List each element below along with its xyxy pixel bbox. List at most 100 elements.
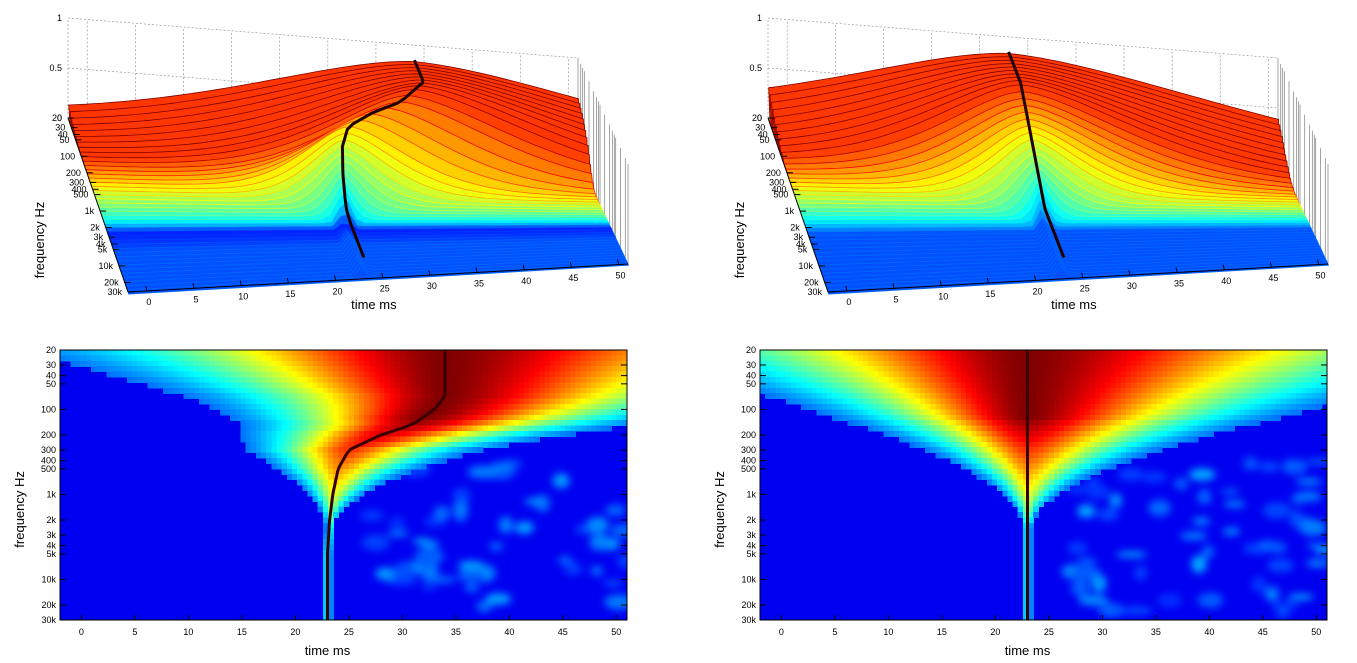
y-tick-label: 200 bbox=[41, 430, 56, 440]
heatmap-cell bbox=[997, 393, 1003, 400]
heatmap-cell bbox=[570, 398, 577, 405]
heatmap-cell bbox=[991, 377, 998, 383]
heatmap-cell bbox=[467, 355, 473, 362]
heatmap-cell bbox=[348, 350, 355, 356]
heatmap-cell bbox=[1125, 425, 1132, 432]
heatmap-cell bbox=[1136, 398, 1143, 405]
heatmap-cell bbox=[518, 398, 525, 405]
heatmap-cell bbox=[601, 382, 607, 389]
heatmap-cell bbox=[420, 431, 427, 437]
heatmap-cell bbox=[482, 387, 489, 394]
heatmap-cell bbox=[616, 360, 623, 367]
heatmap-cell bbox=[790, 393, 797, 400]
heatmap-cell bbox=[364, 479, 370, 486]
heatmap-cell bbox=[152, 366, 159, 373]
heatmap-cell bbox=[240, 371, 247, 378]
heatmap-cell bbox=[302, 441, 309, 448]
heatmap-cell bbox=[1110, 371, 1117, 378]
heatmap-cell bbox=[601, 355, 607, 362]
heatmap-cell bbox=[1265, 371, 1271, 378]
heatmap-cells bbox=[60, 350, 627, 620]
heatmap-cell bbox=[245, 420, 252, 427]
heatmap-cell bbox=[1105, 360, 1112, 367]
heatmap-cell bbox=[1064, 485, 1070, 491]
heatmap-cell bbox=[1105, 377, 1112, 383]
heatmap-cell bbox=[1028, 436, 1034, 443]
heatmap-cell bbox=[606, 404, 613, 410]
heatmap-cell bbox=[523, 398, 530, 405]
heatmap-cell bbox=[317, 463, 324, 470]
heatmap-cell bbox=[1017, 398, 1024, 405]
heatmap-cell bbox=[1089, 377, 1096, 383]
heatmap-cell bbox=[389, 382, 396, 389]
heatmap-cell bbox=[1022, 377, 1029, 383]
heatmap-cell bbox=[575, 414, 582, 421]
heatmap-cell bbox=[878, 404, 885, 410]
heatmap-cell bbox=[1187, 382, 1194, 389]
heatmap-cell bbox=[997, 425, 1003, 432]
heatmap-cell bbox=[302, 474, 309, 481]
heatmap-cell bbox=[1177, 436, 1184, 443]
heatmap-cell bbox=[991, 431, 998, 437]
heatmap-cell bbox=[1120, 382, 1127, 389]
heatmap-cell bbox=[1038, 377, 1045, 383]
heatmap-cell bbox=[1162, 404, 1168, 410]
x-tick bbox=[145, 285, 148, 292]
heatmap-cell bbox=[374, 468, 381, 475]
heatmap-cell bbox=[1125, 360, 1132, 367]
heatmap-cell bbox=[1002, 490, 1009, 497]
heatmap-cell bbox=[1249, 393, 1256, 400]
heatmap-cell bbox=[775, 393, 782, 400]
heatmap-cell bbox=[955, 420, 962, 427]
heatmap-cell bbox=[271, 409, 278, 416]
heatmap-cell bbox=[1022, 614, 1029, 620]
heatmap-cell bbox=[868, 425, 874, 432]
heatmap-cell bbox=[1213, 382, 1220, 389]
heatmap-cell bbox=[842, 387, 849, 394]
heatmap-cell bbox=[878, 393, 885, 400]
heatmap-cell bbox=[147, 371, 154, 378]
heatmap-cell bbox=[420, 360, 427, 367]
heatmap-cell bbox=[1043, 382, 1050, 389]
heatmap-cell bbox=[312, 371, 319, 378]
heatmap-cell bbox=[1105, 409, 1112, 416]
heatmap-cell bbox=[1249, 404, 1256, 410]
heatmap-cell bbox=[1002, 441, 1009, 448]
heatmap-cell bbox=[1007, 393, 1014, 400]
heatmap-cell bbox=[1022, 350, 1029, 356]
heatmap-cell bbox=[384, 463, 391, 470]
heatmap-cell bbox=[317, 355, 324, 362]
heatmap-cell bbox=[842, 355, 849, 362]
heatmap-cell bbox=[395, 414, 401, 421]
heatmap-cell bbox=[1022, 517, 1029, 524]
heatmap-cell bbox=[981, 398, 988, 405]
heatmap-cell bbox=[183, 377, 190, 383]
heatmap-cell bbox=[1198, 387, 1204, 394]
heatmap-cell bbox=[405, 355, 412, 362]
heatmap-cell bbox=[235, 398, 242, 405]
heatmap-cell bbox=[1038, 452, 1045, 459]
heatmap-cell bbox=[1022, 436, 1029, 443]
surface-strips bbox=[68, 60, 630, 295]
heatmap-cell bbox=[1249, 350, 1256, 356]
y-tick-label: 2k bbox=[746, 515, 756, 525]
heatmap-cell bbox=[924, 360, 931, 367]
heatmap-cell bbox=[1162, 366, 1168, 373]
heatmap-cell bbox=[1017, 474, 1024, 481]
heatmap-cell bbox=[976, 436, 983, 443]
heatmap-cell bbox=[991, 474, 998, 481]
heatmap-cell bbox=[1043, 409, 1050, 416]
heatmap-cell bbox=[261, 409, 267, 416]
heatmap-cell bbox=[317, 371, 324, 378]
heatmap-cell bbox=[322, 398, 329, 405]
heatmap-cell bbox=[863, 350, 869, 356]
heatmap-cell bbox=[1146, 387, 1153, 394]
heatmap-cell bbox=[1146, 441, 1153, 448]
noise-blob bbox=[1191, 555, 1207, 573]
heatmap-cell bbox=[1187, 414, 1194, 421]
noise-blob bbox=[609, 523, 627, 537]
heatmap-cell bbox=[909, 387, 916, 394]
heatmap-cell bbox=[570, 382, 577, 389]
heatmap-cell bbox=[1058, 441, 1065, 448]
heatmap-cell bbox=[1058, 485, 1065, 491]
